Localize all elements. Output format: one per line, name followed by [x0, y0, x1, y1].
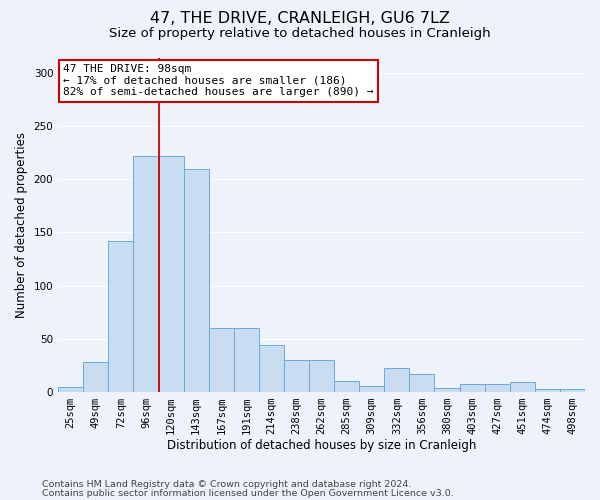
Bar [309, 360, 334, 392]
Bar [58, 388, 83, 392]
Bar [133, 156, 158, 392]
Bar [460, 384, 485, 392]
Bar [259, 345, 284, 392]
Bar [434, 388, 460, 392]
Bar [334, 381, 359, 392]
Bar [109, 241, 133, 392]
Bar [385, 368, 409, 392]
Bar [485, 384, 510, 392]
Text: Contains HM Land Registry data © Crown copyright and database right 2024.: Contains HM Land Registry data © Crown c… [42, 480, 412, 489]
Bar [284, 360, 309, 392]
Text: 47 THE DRIVE: 98sqm
← 17% of detached houses are smaller (186)
82% of semi-detac: 47 THE DRIVE: 98sqm ← 17% of detached ho… [64, 64, 374, 98]
Bar [510, 382, 535, 392]
Bar [560, 390, 585, 392]
Bar [184, 169, 209, 392]
Bar [83, 362, 109, 392]
Bar [359, 386, 385, 392]
X-axis label: Distribution of detached houses by size in Cranleigh: Distribution of detached houses by size … [167, 440, 476, 452]
Text: 47, THE DRIVE, CRANLEIGH, GU6 7LZ: 47, THE DRIVE, CRANLEIGH, GU6 7LZ [150, 11, 450, 26]
Text: Contains public sector information licensed under the Open Government Licence v3: Contains public sector information licen… [42, 489, 454, 498]
Bar [234, 328, 259, 392]
Bar [158, 156, 184, 392]
Y-axis label: Number of detached properties: Number of detached properties [15, 132, 28, 318]
Bar [535, 390, 560, 392]
Bar [409, 374, 434, 392]
Text: Size of property relative to detached houses in Cranleigh: Size of property relative to detached ho… [109, 28, 491, 40]
Bar [209, 328, 234, 392]
